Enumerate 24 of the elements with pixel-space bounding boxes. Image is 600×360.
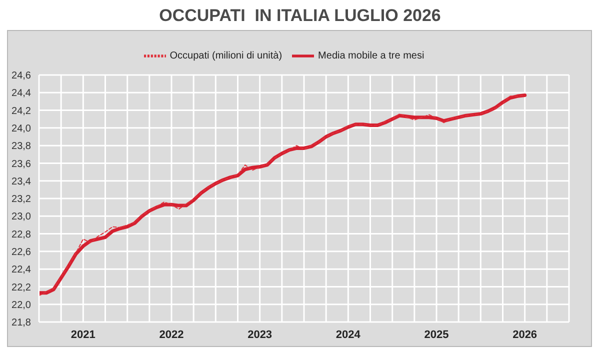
legend-label: Media mobile a tre mesi (318, 50, 424, 62)
x-tick-label: 2021 (70, 328, 96, 341)
chart-title: OCCUPATI IN ITALIA LUGLIO 2026 (158, 6, 442, 26)
y-tick-label: 23,2 (12, 194, 32, 206)
y-tick-label: 22,0 (12, 300, 32, 311)
y-tick-label: 21,8 (12, 318, 32, 329)
x-tick-label: 2026 (512, 328, 538, 341)
y-tick-label: 24,0 (12, 123, 32, 134)
x-tick-label: 2022 (159, 328, 184, 341)
y-tick-label: 24,6 (12, 70, 32, 82)
y-tick-label: 23,0 (12, 212, 32, 223)
y-tick-label: 23,8 (12, 141, 32, 152)
x-tick-label: 2024 (336, 328, 362, 341)
y-tick-label: 22,6 (12, 246, 32, 258)
y-tick-label: 24,2 (12, 106, 32, 117)
y-tick-label: 22,2 (12, 282, 32, 294)
legend-label: Occupati (milioni di unità) (170, 50, 282, 62)
y-tick-label: 22,4 (12, 264, 32, 276)
x-tick-label: 2025 (424, 328, 449, 341)
y-tick-label: 22,8 (12, 229, 32, 240)
y-tick-label: 23,4 (12, 176, 32, 188)
y-tick-label: 23,6 (12, 158, 32, 170)
y-tick-label: 24,4 (12, 88, 32, 100)
x-tick-label: 2023 (248, 328, 272, 341)
